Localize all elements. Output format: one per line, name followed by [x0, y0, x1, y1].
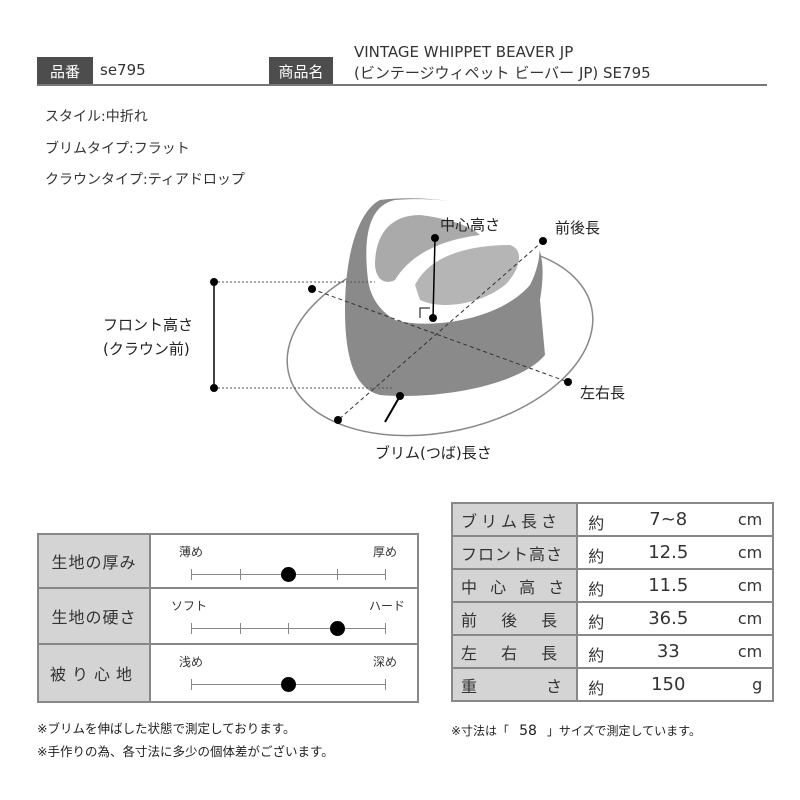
item-number-label: 品番	[37, 57, 93, 85]
scale-min-label: ソフト	[171, 599, 208, 613]
product-name-label: 商品名	[269, 57, 333, 85]
note-brim: ※ブリムを伸ばした状態で測定しております。	[37, 721, 296, 736]
measurement-row: 左 右 長 約 33 cm	[450, 634, 775, 669]
product-name-line2: (ビンテージウィペット ビーバー JP) SE795	[354, 64, 651, 82]
scale-max-label: ハード	[368, 599, 405, 613]
measurement-row: フロント高さ 約 12.5 cm	[450, 535, 775, 570]
scale-marker	[329, 621, 345, 636]
header-divider	[37, 84, 767, 86]
measurement-label: 左 右 長	[450, 634, 579, 669]
scale-tick	[191, 679, 192, 690]
measurement-value: 7~8	[649, 509, 688, 530]
measurement-unit: cm	[737, 510, 763, 529]
label-front-height-sub: (クラウン前)	[103, 340, 190, 358]
size-value: 58	[519, 723, 537, 739]
note-size: ※寸法は「 58 」サイズで測定しています。	[451, 722, 701, 739]
measurement-value: 12.5	[648, 542, 689, 563]
hat-diagram	[210, 198, 594, 437]
measurement-value-cell: 約 12.5 cm	[576, 535, 775, 570]
scale-tick	[239, 569, 241, 580]
scale-max-label: 深め	[372, 655, 397, 669]
measurement-value-cell: 約 36.5 cm	[576, 601, 775, 636]
product-name-line1: VINTAGE WHIPPET BEAVER JP	[354, 43, 574, 61]
measurement-row: ブリム長さ 約 7~8 cm	[450, 502, 775, 537]
feel-row: 被り心地 浅め 深め	[37, 643, 419, 703]
label-center-height: 中心高さ	[440, 216, 501, 234]
approx-label: 約	[588, 613, 605, 632]
feel-row: 生地の硬さ ソフト ハード	[37, 587, 419, 645]
measurement-unit: cm	[737, 642, 763, 661]
scale-tick	[385, 679, 386, 690]
scale-tick	[288, 623, 289, 634]
label-front-back: 前後長	[555, 219, 601, 237]
scale-tick	[385, 623, 386, 634]
scale-tick	[336, 569, 338, 580]
label-brim-length: ブリム(つば)長さ	[375, 444, 492, 462]
approx-label: 約	[588, 514, 605, 533]
measurement-unit: cm	[737, 609, 763, 628]
spec-style: スタイル:中折れ	[45, 109, 148, 125]
measurement-value: 33	[656, 641, 680, 662]
measurement-row: 前 後 長 約 36.5 cm	[450, 601, 775, 636]
scale-tick	[385, 569, 386, 580]
measurement-value-cell: 約 11.5 cm	[576, 568, 775, 603]
measurement-label: 前 後 長	[450, 601, 579, 636]
feel-row: 生地の厚み 薄め 厚め	[37, 533, 419, 589]
measurements-table: ブリム長さ 約 7~8 cm フロント高さ 約 12.5 cm 中 心 高 さ 約 11.5 c…	[450, 502, 775, 702]
feel-scale: 浅め 深め	[149, 643, 419, 703]
feel-label: 生地の硬さ	[37, 587, 151, 645]
feel-scale: 薄め 厚め	[149, 533, 419, 589]
item-number: se795	[100, 61, 146, 79]
measurement-label: 中 心 高 さ	[450, 568, 579, 603]
measurement-unit: cm	[737, 576, 763, 595]
feel-label: 被り心地	[37, 643, 151, 703]
measurement-row: 中 心 高 さ 約 11.5 cm	[450, 568, 775, 603]
measurement-unit: cm	[737, 543, 763, 562]
measurement-value-cell: 約 33 cm	[576, 634, 775, 669]
approx-label: 約	[588, 547, 605, 566]
scale-min-label: 浅め	[179, 655, 204, 669]
feel-table: 生地の厚み 薄め 厚め 生地の硬さ ソフト ハード 被り心地 浅め 深め	[37, 533, 419, 703]
measurement-label: フロント高さ	[450, 535, 579, 570]
scale-marker	[281, 677, 296, 692]
scale-marker	[281, 567, 296, 582]
feel-label: 生地の厚み	[37, 533, 151, 589]
approx-label: 約	[588, 679, 605, 698]
measurement-unit: g	[752, 675, 763, 694]
scale-tick	[191, 623, 192, 634]
scale-min-label: 薄め	[179, 545, 204, 559]
approx-label: 約	[588, 580, 605, 599]
measurement-value-cell: 約 7~8 cm	[576, 502, 775, 537]
size-note-pre: ※寸法は「	[451, 724, 510, 738]
label-left-right: 左右長	[580, 384, 626, 402]
approx-label: 約	[588, 646, 605, 665]
measurement-row: 重 さ 約 150 g	[450, 667, 775, 702]
hat-dent-left	[375, 215, 480, 282]
scale-tick	[191, 569, 192, 580]
spec-brim-type: ブリムタイプ:フラット	[45, 141, 190, 157]
label-front-height: フロント高さ	[103, 316, 194, 334]
measurement-value-cell: 約 150 g	[576, 667, 775, 702]
spec-crown-type: クラウンタイプ:ティアドロップ	[45, 172, 245, 188]
measurement-label: 重 さ	[450, 667, 579, 702]
measurement-value: 150	[651, 674, 686, 695]
measurement-value: 11.5	[648, 575, 689, 596]
feel-scale: ソフト ハード	[149, 587, 419, 645]
measurement-label: ブリム長さ	[450, 502, 579, 537]
scale-max-label: 厚め	[372, 545, 397, 559]
hat-dent-right	[415, 245, 520, 305]
measurement-value: 36.5	[648, 608, 689, 629]
note-handmade: ※手作りの為、各寸法に多少の個体差がございます。	[37, 744, 334, 759]
size-note-post: 」サイズで測定しています。	[546, 724, 701, 738]
scale-tick	[239, 623, 241, 634]
